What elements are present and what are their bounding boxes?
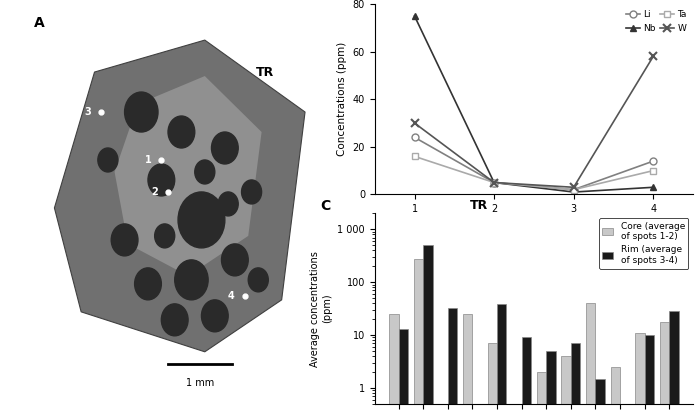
- Bar: [424, 245, 433, 412]
- Circle shape: [162, 304, 188, 336]
- Text: TR: TR: [256, 66, 274, 79]
- Text: B: B: [321, 0, 331, 3]
- Ta: [410, 154, 419, 159]
- Ta: [570, 187, 578, 192]
- Text: A: A: [34, 16, 45, 30]
- Line: Li: Li: [411, 134, 657, 193]
- Circle shape: [248, 268, 268, 292]
- Bar: [660, 321, 669, 412]
- Legend: Core (average
of spots 1-2), Rim (average
of spots 3-4): Core (average of spots 1-2), Rim (averag…: [598, 218, 689, 269]
- Circle shape: [178, 192, 225, 248]
- W: [570, 185, 578, 190]
- Text: 3: 3: [85, 107, 91, 117]
- Circle shape: [155, 224, 175, 248]
- Bar: [570, 343, 580, 412]
- Circle shape: [241, 180, 262, 204]
- Bar: [645, 335, 654, 412]
- W: [410, 121, 419, 126]
- Y-axis label: Average concentrations
(ppm): Average concentrations (ppm): [310, 250, 332, 367]
- Bar: [463, 314, 473, 412]
- Nb: [410, 14, 419, 19]
- Bar: [488, 343, 497, 412]
- Circle shape: [221, 244, 248, 276]
- Bar: [610, 367, 620, 412]
- Circle shape: [148, 164, 175, 196]
- Li: [649, 159, 657, 164]
- Text: C: C: [321, 199, 331, 213]
- Bar: [537, 372, 546, 412]
- Bar: [522, 337, 531, 412]
- W: [649, 54, 657, 59]
- Y-axis label: Concentrations (ppm): Concentrations (ppm): [337, 42, 347, 157]
- Bar: [414, 259, 424, 412]
- Text: 2: 2: [151, 187, 158, 197]
- Line: W: W: [410, 52, 657, 192]
- Circle shape: [98, 148, 118, 172]
- Legend: Li, Nb, Ta, W: Li, Nb, Ta, W: [624, 9, 689, 35]
- W: [490, 180, 498, 185]
- Text: 1: 1: [145, 155, 151, 165]
- Ta: [649, 168, 657, 173]
- Text: Core spots: 1-2.    Rims spots: 3-4.: Core spots: 1-2. Rims spots: 3-4.: [449, 255, 619, 265]
- Bar: [635, 333, 645, 412]
- Bar: [398, 329, 408, 412]
- Bar: [561, 356, 570, 412]
- Bar: [546, 351, 556, 412]
- Text: TR: TR: [470, 0, 489, 3]
- Bar: [497, 304, 506, 412]
- Line: Ta: Ta: [411, 153, 657, 193]
- Bar: [586, 303, 596, 412]
- Circle shape: [202, 300, 228, 332]
- Circle shape: [218, 192, 238, 216]
- Circle shape: [168, 116, 195, 148]
- Text: 1 mm: 1 mm: [186, 378, 214, 388]
- Ta: [490, 180, 498, 185]
- Polygon shape: [115, 76, 262, 276]
- Nb: [649, 185, 657, 190]
- X-axis label: Analysis spots: Analysis spots: [496, 220, 571, 230]
- Circle shape: [195, 160, 215, 184]
- Text: TR: TR: [470, 199, 489, 212]
- Nb: [490, 180, 498, 185]
- Text: 4: 4: [228, 291, 235, 301]
- Circle shape: [125, 92, 158, 132]
- Circle shape: [211, 132, 238, 164]
- Bar: [596, 379, 605, 412]
- Polygon shape: [55, 40, 305, 352]
- Circle shape: [134, 268, 162, 300]
- Line: Nb: Nb: [411, 12, 657, 196]
- Bar: [389, 314, 398, 412]
- Li: [410, 135, 419, 140]
- Li: [570, 187, 578, 192]
- Circle shape: [111, 224, 138, 256]
- Circle shape: [175, 260, 208, 300]
- Bar: [448, 308, 457, 412]
- Nb: [570, 190, 578, 194]
- Li: [490, 180, 498, 185]
- Bar: [669, 311, 678, 412]
